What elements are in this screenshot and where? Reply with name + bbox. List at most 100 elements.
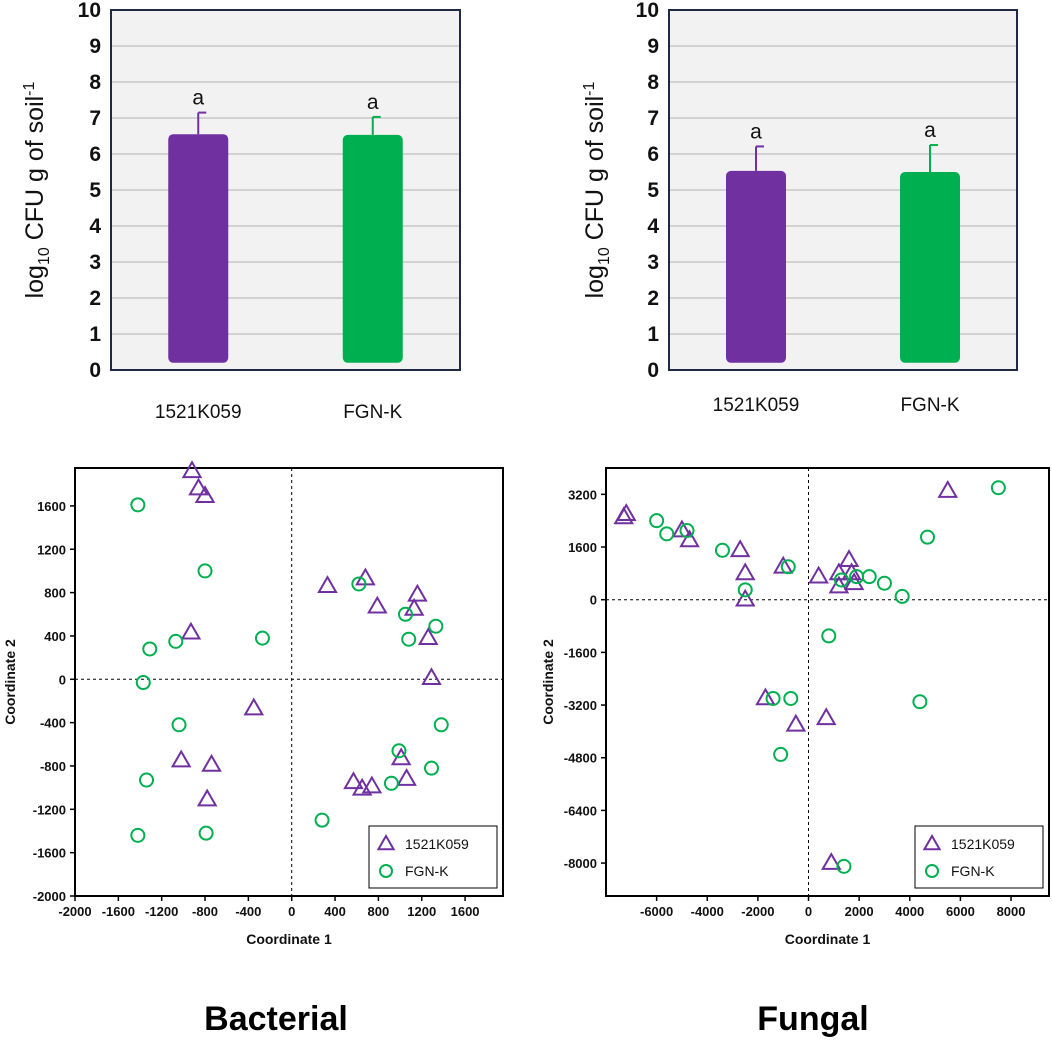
bacterial-pcoa-x-axis-title: Coordinate 1: [246, 931, 332, 947]
bacterial-pcoa-point-1521k059: [396, 767, 417, 786]
bacterial-pcoa-point-fgn-k: [433, 717, 449, 733]
bacterial-pcoa-scatter: -2000 -1600 -1200 -800 -400 0 400 800 1200 1600 -2…: [2, 460, 504, 947]
bacterial-cfu-bar: [342, 134, 403, 363]
bacterial-pcoa-y-tick-label: -1200: [33, 802, 66, 817]
fungal-pcoa-point-1521k059: [828, 575, 850, 594]
fungal-pcoa-x-tick-label: 6000: [946, 904, 975, 919]
bacterial-pcoa-x-tick-label: 1600: [451, 904, 480, 919]
bacterial-pcoa-point-fgn-k: [139, 772, 155, 788]
fungal-pcoa-point-fgn-k: [861, 569, 877, 585]
fungal-cfu-y-tick-label: 8: [647, 71, 659, 94]
fungal-cfu-y-tick-label: 3: [647, 251, 659, 274]
bacterial-cfu-y-tick-label: 10: [78, 0, 101, 22]
bacterial-pcoa-y-tick-label: 400: [44, 629, 66, 644]
bacterial-pcoa-x-tick-label: -800: [192, 904, 218, 919]
fungal-pcoa-point-fgn-k: [912, 694, 928, 710]
bacterial-pcoa-legend-triangle-icon: [376, 833, 396, 851]
fungal-pcoa-y-tick-label: 1600: [568, 540, 597, 555]
fungal-pcoa-point-fgn-k: [876, 575, 892, 591]
bacterial-pcoa-point-fgn-k: [197, 563, 213, 579]
bacterial-pcoa-x-tick-label: -1200: [145, 904, 178, 919]
bacterial-pcoa-point-fgn-k: [423, 760, 439, 776]
fungal-cfu-significance-letter: a: [924, 119, 936, 142]
bacterial-cfu-y-tick-label: 2: [89, 287, 101, 310]
bacterial-pcoa-point-1521k059: [417, 627, 439, 645]
bacterial-pcoa-y-axis-title: Coordinate 2: [2, 639, 18, 725]
bacterial-pcoa-y-tick-label: 1600: [37, 499, 66, 514]
fungal-pcoa-point-1521k059: [772, 555, 794, 574]
fungal-pcoa-x-axis-title: Coordinate 1: [785, 931, 871, 947]
bacterial-cfu-frame: [110, 9, 461, 371]
bacterial-pcoa-point-1521k059: [180, 621, 202, 640]
fungal-pcoa-y-tick-label: -4800: [564, 751, 597, 766]
bacterial-pcoa-point-fgn-k: [130, 827, 146, 843]
fungal-pcoa-legend-triangle-icon: [922, 833, 942, 851]
fungal-cfu-y-tick-label: 10: [636, 0, 659, 22]
bacterial-cfu-y-tick-label: 6: [89, 143, 101, 166]
fungal-pcoa-point-1521k059: [808, 565, 829, 584]
fungal-cfu-y-tick-label: 2: [647, 287, 659, 310]
fungal-pcoa-point-fgn-k: [659, 526, 675, 542]
fungal-pcoa-point-fgn-k: [894, 588, 910, 604]
fungal-pcoa-y-tick-label: 0: [590, 593, 597, 608]
fungal-pcoa-point-fgn-k: [679, 523, 695, 539]
bacterial-pcoa-point-1521k059: [421, 667, 442, 686]
fungal-cfu-y-tick-label: 0: [647, 359, 659, 382]
bacterial-pcoa-point-fgn-k: [254, 630, 270, 646]
fungal-pcoa-x-tick-label: -4000: [691, 904, 724, 919]
fungal-pcoa-x-tick-label: 0: [805, 904, 812, 919]
bacterial-pcoa-point-1521k059: [181, 460, 203, 479]
bacterial-pcoa-point-1521k059: [407, 583, 428, 602]
bacterial-cfu-y-tick-label: 7: [89, 107, 101, 130]
fungal-cfu-y-tick-label: 9: [647, 35, 659, 58]
fungal-pcoa-point-fgn-k: [780, 559, 796, 575]
bacterial-pcoa-point-fgn-k: [168, 633, 184, 649]
fungal-pcoa-point-fgn-k: [737, 582, 753, 598]
bacterial-pcoa-point-fgn-k: [171, 717, 187, 733]
fungal-pcoa-legend-circle-icon: [925, 864, 939, 878]
fungal-caption: Fungal: [757, 1000, 868, 1038]
fungal-pcoa-legend-box: [914, 825, 1044, 889]
fungal-cfu-y-tick-label: 4: [647, 215, 659, 238]
bacterial-cfu-bar: [168, 134, 229, 363]
fungal-cfu-y-tick-label: 7: [647, 107, 659, 130]
fungal-pcoa-y-tick-label: -3200: [564, 698, 597, 713]
fungal-cfu-category-label: FGN-K: [900, 395, 959, 416]
fungal-pcoa-point-1521k059: [937, 480, 959, 498]
bacterial-cfu-y-tick-label: 3: [89, 251, 101, 274]
fungal-pcoa-scatter: -6000 -4000 -2000 0 2000 4000 6000 8000 -8000 -64…: [540, 467, 1050, 947]
fungal-pcoa-x-tick-label: 4000: [895, 904, 924, 919]
bacterial-pcoa-x-tick-label: -400: [235, 904, 261, 919]
fungal-pcoa-point-fgn-k: [990, 480, 1006, 496]
fungal-cfu-y-tick-label: 1: [647, 323, 659, 346]
bacterial-pcoa-legend-circle-icon: [379, 864, 393, 878]
bacterial-cfu-y-tick-label: 5: [89, 179, 101, 202]
bacterial-cfu-y-tick-label: 8: [89, 71, 101, 94]
fungal-pcoa-point-1521k059: [821, 852, 842, 870]
fungal-pcoa-y-tick-label: -6400: [564, 803, 597, 818]
fungal-cfu-bar: [900, 172, 960, 363]
fungal-pcoa-x-tick-label: -6000: [640, 904, 673, 919]
bacterial-pcoa-point-fgn-k: [383, 775, 399, 791]
bacterial-pcoa-point-1521k059: [196, 788, 218, 807]
fungal-pcoa-point-1521k059: [838, 549, 860, 568]
bacterial-cfu-y-tick-label: 0: [89, 359, 101, 382]
fungal-pcoa-point-fgn-k: [773, 746, 789, 762]
fungal-pcoa-point-1521k059: [785, 713, 807, 732]
bacterial-pcoa-point-fgn-k: [397, 606, 413, 622]
bacterial-pcoa-x-tick-label: 800: [368, 904, 390, 919]
bacterial-pcoa-y-tick-label: 1200: [37, 542, 66, 557]
bacterial-pcoa-point-1521k059: [361, 775, 383, 794]
fungal-cfu-bar-chart: 0 1 2 3 4 5 6 7 8 9 10 a 1521K059 a FGN-K log10 CFU g o…: [581, 0, 1018, 416]
bacterial-pcoa-y-tick-label: -1600: [33, 846, 66, 861]
fungal-pcoa-point-fgn-k: [714, 542, 730, 558]
fungal-cfu-y-tick-label: 6: [647, 143, 659, 166]
fungal-pcoa-x-tick-label: 2000: [845, 904, 874, 919]
bacterial-pcoa-point-fgn-k: [142, 641, 158, 657]
fungal-pcoa-y-tick-label: -8000: [564, 856, 597, 871]
bacterial-pcoa-y-tick-label: -800: [40, 759, 66, 774]
bacterial-cfu-category-label: FGN-K: [343, 402, 402, 423]
fungal-pcoa-point-1521k059: [734, 588, 756, 607]
bacterial-pcoa-x-tick-label: 1200: [407, 904, 436, 919]
